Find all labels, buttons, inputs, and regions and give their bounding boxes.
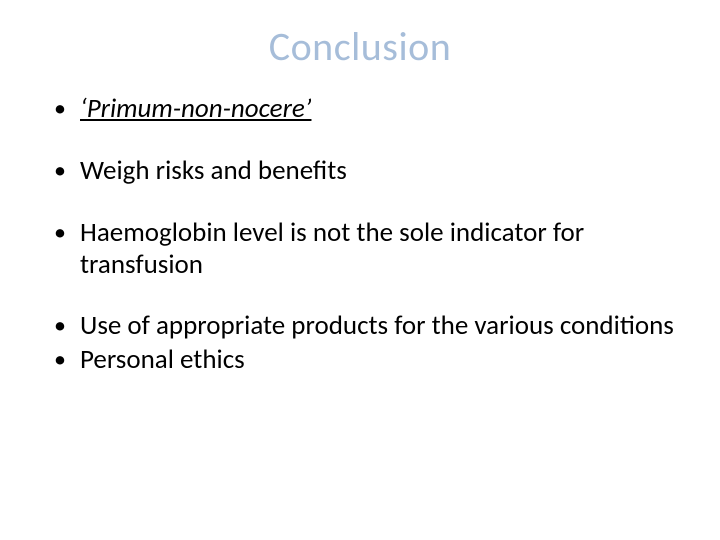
bullet-text: Haemoglobin level is not the sole indica…	[80, 216, 584, 281]
bullet-list: ‘Primum-non-nocere’ Weigh risks and bene…	[52, 93, 684, 376]
bullet-text: Weigh risks and benefits	[80, 154, 347, 187]
slide: Conclusion ‘Primum-non-nocere’ Weigh ris…	[0, 0, 720, 540]
bullet-item: Weigh risks and benefits	[52, 155, 684, 187]
bullet-text: Use of appropriate products for the vari…	[80, 309, 674, 342]
bullet-text: Personal ethics	[80, 343, 245, 376]
bullet-item: ‘Primum-non-nocere’	[52, 93, 684, 125]
slide-body: ‘Primum-non-nocere’ Weigh risks and bene…	[0, 81, 720, 376]
bullet-item: Personal ethics	[52, 344, 684, 376]
slide-title: Conclusion	[0, 0, 720, 81]
bullet-item: Haemoglobin level is not the sole indica…	[52, 217, 684, 281]
bullet-text: ‘Primum-non-nocere’	[80, 92, 311, 125]
bullet-item: Use of appropriate products for the vari…	[52, 310, 684, 342]
